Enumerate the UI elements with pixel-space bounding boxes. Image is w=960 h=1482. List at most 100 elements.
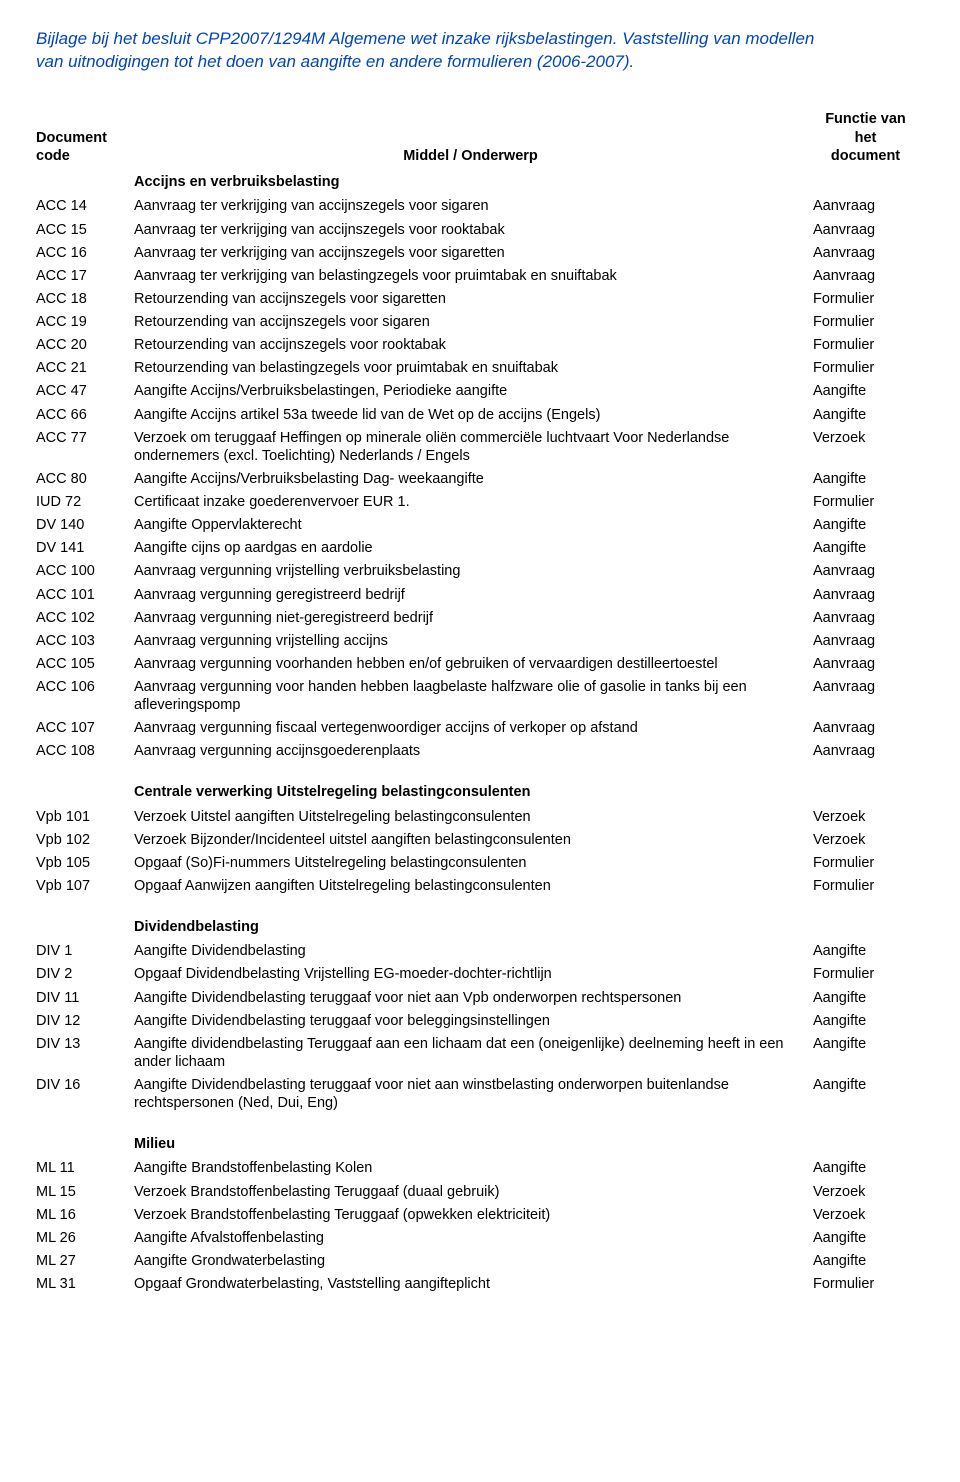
col-header-code-text: Document code [36, 130, 107, 164]
mid-cell: Retourzending van belastingzegels voor p… [134, 357, 813, 380]
code-cell: ACC 101 [36, 583, 134, 606]
mid-cell: Aangifte Accijns/Verbruiksbelastingen, P… [134, 380, 813, 403]
mid-cell: Aanvraag vergunning voor handen hebben l… [134, 676, 813, 717]
func-cell: Aanvraag [813, 652, 924, 675]
table-row: ACC 66Aangifte Accijns artikel 53a tweed… [36, 403, 924, 426]
table-row: ML 15Verzoek Brandstoffenbelasting Terug… [36, 1180, 924, 1203]
code-cell: DIV 11 [36, 986, 134, 1009]
mid-cell: Aangifte Dividendbelasting teruggaaf voo… [134, 1074, 813, 1115]
code-cell: ACC 77 [36, 426, 134, 467]
func-cell: Aanvraag [813, 717, 924, 740]
table-row: DIV 12Aangifte Dividendbelasting terugga… [36, 1009, 924, 1032]
func-cell: Verzoek [813, 426, 924, 467]
func-cell: Formulier [813, 875, 924, 898]
table-row: ACC 108Aanvraag vergunning accijnsgoeder… [36, 740, 924, 763]
section-code-cell [36, 1115, 134, 1157]
mid-cell: Aanvraag ter verkrijging van accijnszege… [134, 195, 813, 218]
code-cell: ML 26 [36, 1226, 134, 1249]
table-row: DIV 13Aangifte dividendbelasting Terugga… [36, 1032, 924, 1073]
table-row: ACC 21Retourzending van belastingzegels … [36, 357, 924, 380]
mid-cell: Aangifte Brandstoffenbelasting Kolen [134, 1157, 813, 1180]
code-cell: IUD 72 [36, 491, 134, 514]
col-header-func: Functie van het document [813, 108, 924, 171]
mid-cell: Aanvraag vergunning vrijstelling accijns [134, 629, 813, 652]
document-header: Bijlage bij het besluit CPP2007/1294M Al… [36, 28, 924, 74]
table-row: Vpb 101Verzoek Uitstel aangiften Uitstel… [36, 805, 924, 828]
code-cell: Vpb 105 [36, 851, 134, 874]
mid-cell: Aangifte Afvalstoffenbelasting [134, 1226, 813, 1249]
func-cell: Formulier [813, 963, 924, 986]
section-code-cell [36, 763, 134, 805]
section-func-cell [813, 171, 924, 195]
code-cell: DIV 16 [36, 1074, 134, 1115]
table-row: ACC 107Aanvraag vergunning fiscaal verte… [36, 717, 924, 740]
func-cell: Aangifte [813, 1226, 924, 1249]
func-cell: Formulier [813, 491, 924, 514]
mid-cell: Aanvraag ter verkrijging van accijnszege… [134, 241, 813, 264]
table-row: ACC 100Aanvraag vergunning vrijstelling … [36, 560, 924, 583]
code-cell: ACC 106 [36, 676, 134, 717]
mid-cell: Verzoek Brandstoffenbelasting Teruggaaf … [134, 1203, 813, 1226]
table-row: ACC 77Verzoek om teruggaaf Heffingen op … [36, 426, 924, 467]
mid-cell: Aangifte Grondwaterbelasting [134, 1249, 813, 1272]
func-cell: Aangifte [813, 514, 924, 537]
code-cell: ACC 20 [36, 334, 134, 357]
func-cell: Formulier [813, 851, 924, 874]
mid-cell: Aanvraag vergunning niet-geregistreerd b… [134, 606, 813, 629]
table-row: ACC 102Aanvraag vergunning niet-geregist… [36, 606, 924, 629]
code-cell: ACC 103 [36, 629, 134, 652]
table-row: ACC 14Aanvraag ter verkrijging van accij… [36, 195, 924, 218]
func-cell: Aangifte [813, 1249, 924, 1272]
code-cell: ACC 19 [36, 311, 134, 334]
code-cell: Vpb 101 [36, 805, 134, 828]
code-cell: DIV 1 [36, 940, 134, 963]
mid-cell: Aanvraag vergunning fiscaal vertegenwoor… [134, 717, 813, 740]
section-row: Milieu [36, 1115, 924, 1157]
mid-cell: Aanvraag ter verkrijging van belastingze… [134, 264, 813, 287]
mid-cell: Opgaaf Dividendbelasting Vrijstelling EG… [134, 963, 813, 986]
code-cell: DV 140 [36, 514, 134, 537]
mid-cell: Aanvraag vergunning geregistreerd bedrij… [134, 583, 813, 606]
code-cell: ML 27 [36, 1249, 134, 1272]
table-row: ACC 17Aanvraag ter verkrijging van belas… [36, 264, 924, 287]
col-header-code: Document code [36, 108, 134, 171]
table-row: DIV 16Aangifte Dividendbelasting terugga… [36, 1074, 924, 1115]
func-cell: Verzoek [813, 1180, 924, 1203]
col-header-mid-text: Middel / Onderwerp [403, 148, 538, 164]
code-cell: ACC 17 [36, 264, 134, 287]
code-cell: ML 16 [36, 1203, 134, 1226]
section-row: Centrale verwerking Uitstelregeling bela… [36, 763, 924, 805]
mid-cell: Verzoek Bijzonder/Incidenteel uitstel aa… [134, 828, 813, 851]
table-row: Vpb 107Opgaaf Aanwijzen aangiften Uitste… [36, 875, 924, 898]
func-cell: Aangifte [813, 467, 924, 490]
table-row: ACC 47Aangifte Accijns/Verbruiksbelastin… [36, 380, 924, 403]
header-line-1: Bijlage bij het besluit CPP2007/1294M Al… [36, 29, 814, 48]
mid-cell: Aanvraag ter verkrijging van accijnszege… [134, 218, 813, 241]
code-cell: ML 31 [36, 1273, 134, 1296]
code-cell: ACC 18 [36, 287, 134, 310]
section-title: Dividendbelasting [134, 898, 813, 940]
table-header-row: Document code Middel / Onderwerp Functie… [36, 108, 924, 171]
section-title: Centrale verwerking Uitstelregeling bela… [134, 763, 813, 805]
func-cell: Aangifte [813, 986, 924, 1009]
func-cell: Aanvraag [813, 218, 924, 241]
code-cell: ACC 102 [36, 606, 134, 629]
func-cell: Formulier [813, 287, 924, 310]
table-row: DV 141Aangifte cijns op aardgas en aardo… [36, 537, 924, 560]
table-row: ACC 20Retourzending van accijnszegels vo… [36, 334, 924, 357]
func-cell: Aangifte [813, 1157, 924, 1180]
func-cell: Verzoek [813, 805, 924, 828]
document-table: Document code Middel / Onderwerp Functie… [36, 108, 924, 1296]
code-cell: ACC 16 [36, 241, 134, 264]
table-row: ML 31Opgaaf Grondwaterbelasting, Vastste… [36, 1273, 924, 1296]
col-header-func-l3: document [831, 148, 900, 164]
func-cell: Aangifte [813, 1032, 924, 1073]
code-cell: ML 15 [36, 1180, 134, 1203]
code-cell: ACC 21 [36, 357, 134, 380]
mid-cell: Aangifte Accijns artikel 53a tweede lid … [134, 403, 813, 426]
code-cell: DIV 13 [36, 1032, 134, 1073]
mid-cell: Aangifte Dividendbelasting teruggaaf voo… [134, 1009, 813, 1032]
section-func-cell [813, 763, 924, 805]
section-code-cell [36, 171, 134, 195]
mid-cell: Opgaaf Aanwijzen aangiften Uitstelregeli… [134, 875, 813, 898]
